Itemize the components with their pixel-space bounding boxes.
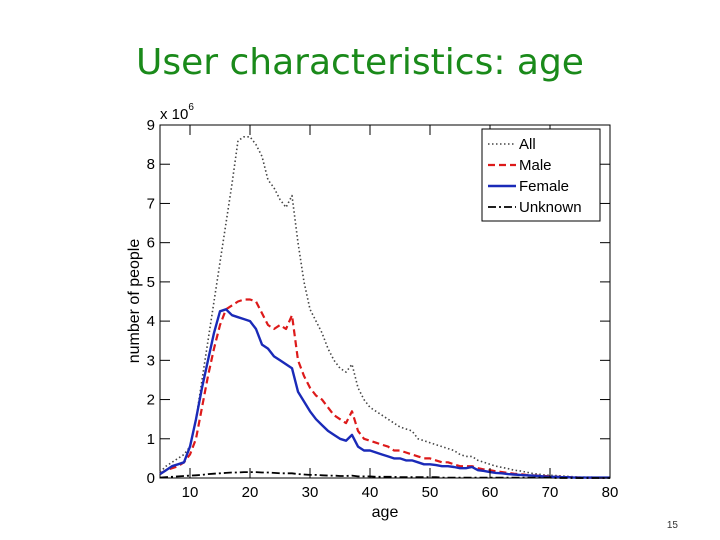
legend-box [481, 128, 601, 222]
legend-label-all: All [519, 136, 536, 153]
legend-label-male: Male [519, 157, 552, 174]
x-tick-label: 10 [182, 484, 199, 501]
y-tick-label: 8 [147, 156, 155, 173]
y-axis-multiplier-exponent: 6 [188, 102, 194, 113]
y-tick-label: 6 [147, 235, 155, 252]
slide-title: User characteristics: age [136, 42, 584, 83]
y-axis-multiplier: x 106 [160, 102, 194, 123]
x-tick-label: 20 [242, 484, 259, 501]
x-tick-label: 40 [362, 484, 379, 501]
series-group [159, 136, 610, 479]
x-tick-label: 70 [542, 484, 559, 501]
legend: All Male Female Unknown [481, 128, 601, 222]
y-tick-label: 9 [147, 117, 155, 134]
y-tick-label: 0 [147, 470, 155, 487]
series-line-all [159, 136, 610, 479]
page-number: 15 [666, 520, 678, 531]
series-line-unknown [159, 471, 610, 479]
axes-group: 10 20 30 40 50 60 70 80 0 1 2 3 4 5 6 7 8 9 [147, 117, 619, 501]
x-tick-label: 30 [302, 484, 319, 501]
y-tick-label: 5 [147, 274, 155, 291]
x-axis-label: age [372, 504, 399, 521]
y-axis-label: number of people [126, 239, 143, 364]
y-tick-label: 2 [147, 392, 155, 409]
x-tick-label: 80 [602, 484, 619, 501]
y-tick-label: 4 [147, 313, 155, 330]
y-tick-label: 1 [147, 431, 155, 448]
series-line-female [159, 308, 610, 479]
y-axis-multiplier-base: x 10 [160, 106, 188, 123]
y-tick-label: 7 [147, 195, 155, 212]
x-tick-label: 50 [422, 484, 439, 501]
legend-label-female: Female [519, 178, 569, 195]
x-tick-label: 60 [482, 484, 499, 501]
y-tick-label: 3 [147, 352, 155, 369]
legend-label-unknown: Unknown [519, 199, 582, 216]
